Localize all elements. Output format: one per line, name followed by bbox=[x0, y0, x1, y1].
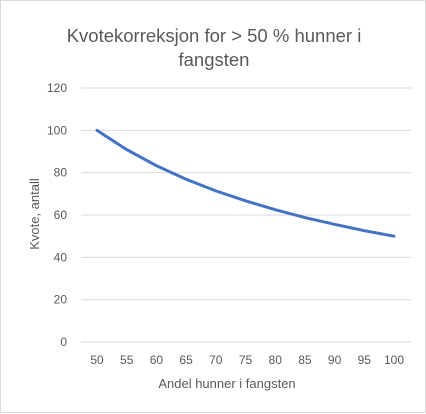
x-tick-label: 55 bbox=[120, 353, 134, 367]
x-axis-title: Andel hunner i fangsten bbox=[158, 376, 295, 391]
x-tick-label: 65 bbox=[179, 353, 193, 367]
y-axis-title: Kvote, antall bbox=[27, 178, 42, 250]
x-tick-label: 70 bbox=[209, 353, 223, 367]
y-axis-ticks: 0 20 40 60 80 100 120 bbox=[47, 81, 67, 349]
y-tick-label: 100 bbox=[47, 123, 67, 137]
x-tick-label: 90 bbox=[328, 353, 342, 367]
x-tick-label: 75 bbox=[239, 353, 253, 367]
x-axis-ticks: 50 55 60 65 70 75 80 85 90 95 100 bbox=[90, 353, 404, 367]
y-tick-label: 20 bbox=[54, 293, 68, 307]
chart-title-line-1: Kvotekorreksjon for > 50 % hunner i bbox=[67, 25, 362, 46]
x-tick-label: 95 bbox=[358, 353, 372, 367]
x-tick-label: 50 bbox=[90, 353, 104, 367]
x-tick-label: 100 bbox=[384, 353, 404, 367]
y-tick-label: 0 bbox=[60, 335, 67, 349]
x-tick-label: 85 bbox=[298, 353, 312, 367]
y-tick-label: 120 bbox=[47, 81, 67, 95]
x-tick-label: 60 bbox=[150, 353, 164, 367]
y-tick-label: 60 bbox=[54, 208, 68, 222]
series-line bbox=[97, 130, 394, 236]
series-layer bbox=[97, 130, 394, 236]
y-tick-label: 40 bbox=[54, 250, 68, 264]
x-tick-label: 80 bbox=[269, 353, 283, 367]
chart-title-line-2: fangsten bbox=[179, 49, 250, 70]
gridlines bbox=[81, 88, 411, 342]
y-tick-label: 80 bbox=[54, 166, 68, 180]
